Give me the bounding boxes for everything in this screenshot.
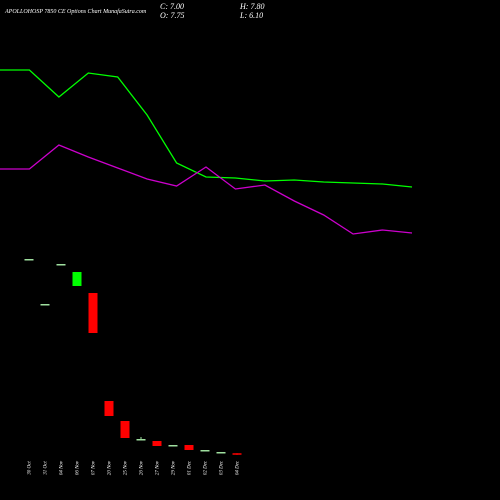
- candle-body: [136, 439, 146, 441]
- x-tick-label: 31 Oct: [44, 461, 49, 475]
- candle-body: [184, 445, 194, 450]
- x-tick-label: 01 Dec: [188, 460, 193, 475]
- x-tick-label: 03 Dec: [220, 460, 225, 475]
- candle-body: [120, 421, 130, 438]
- candle-body: [216, 452, 226, 454]
- ohlc-label: H: 7.80: [239, 2, 264, 11]
- x-tick-label: 02 Dec: [204, 460, 209, 475]
- line-series: [0, 144, 413, 235]
- x-tick-label: 30 Oct: [28, 461, 33, 475]
- x-tick-label: 26 Nov: [140, 460, 145, 475]
- x-tick-label: 29 Nov: [172, 460, 177, 475]
- candle-body: [88, 293, 98, 333]
- candle-body: [104, 401, 114, 416]
- chart-title: APOLLOHOSP 7850 CE Options Chart MunafaS…: [4, 8, 147, 15]
- x-tick-label: 06 Nov: [76, 460, 81, 475]
- x-tick-label: 25 Nov: [124, 460, 129, 475]
- candle-body: [56, 264, 66, 266]
- ohlc-label: C: 7.00: [160, 2, 184, 11]
- candle-body: [232, 453, 242, 455]
- x-tick-label: 04 Nov: [60, 460, 65, 475]
- candle-body: [24, 259, 34, 261]
- line-series: [0, 69, 413, 188]
- candle-body: [168, 445, 178, 447]
- x-tick-label: 27 Nov: [156, 460, 161, 475]
- ohlc-label: L: 6.10: [239, 11, 263, 20]
- ohlc-label: O: 7.75: [160, 11, 184, 20]
- candle-body: [152, 441, 162, 446]
- x-tick-label: 20 Nov: [108, 460, 113, 475]
- candle-body: [40, 304, 50, 306]
- candle-body: [72, 272, 82, 286]
- x-tick-label: 04 Dec: [236, 460, 241, 475]
- x-tick-label: 07 Nov: [92, 460, 97, 475]
- candle-body: [200, 450, 210, 452]
